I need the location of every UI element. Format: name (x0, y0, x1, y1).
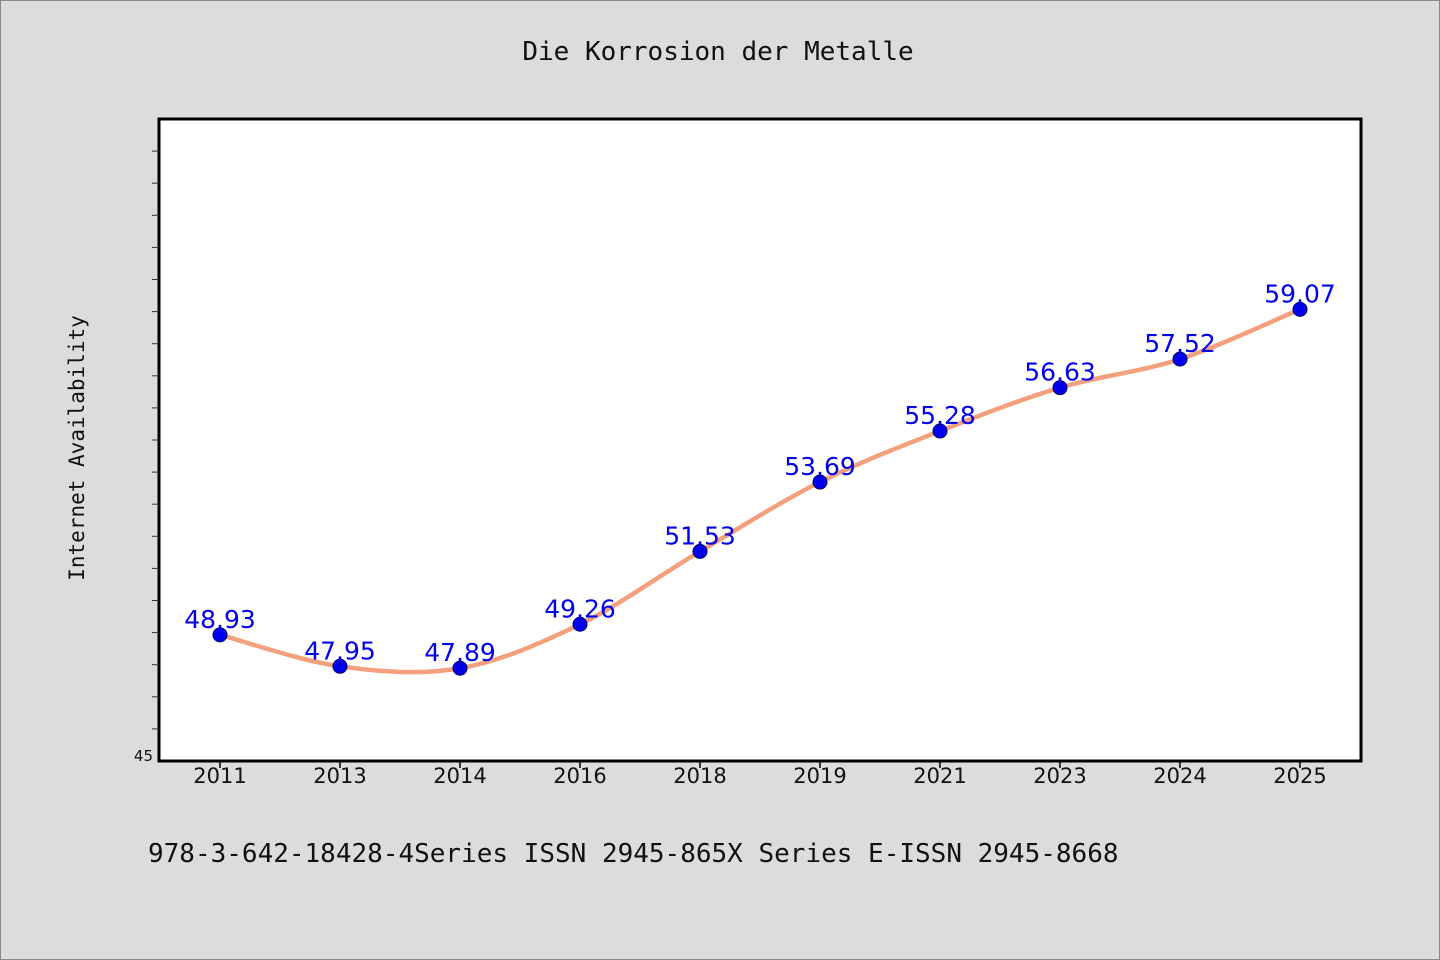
x-tick-label: 2025 (1273, 764, 1326, 788)
data-label: 47.89 (424, 638, 496, 667)
data-label: 53.69 (784, 452, 856, 481)
y-axis-label: Internet Availability (65, 315, 89, 581)
x-tick-label: 2011 (193, 764, 246, 788)
x-tick-label: 2023 (1033, 764, 1086, 788)
x-tick-label: 2014 (433, 764, 486, 788)
data-label: 49.26 (544, 594, 616, 623)
data-point (1172, 351, 1188, 367)
x-tick-label: 2018 (673, 764, 726, 788)
x-tick-label: 2013 (313, 764, 366, 788)
data-point (1292, 301, 1308, 317)
y-tick-label: 45 (134, 747, 153, 765)
data-label: 56.63 (1024, 358, 1096, 387)
series-layer: 48.93 47.95 47.89 49.26 51.53 53.69 55.28 56.63… (184, 279, 1336, 676)
footer-text: 978-3-642-18428-4Series ISSN 2945-865X S… (148, 839, 1119, 869)
x-tick-label: 2021 (913, 764, 966, 788)
x-ticks: 2011 2013 2014 2016 2018 2019 2021 2023 2024 2025 (193, 761, 1327, 788)
y-ticks: 45 (134, 747, 153, 765)
data-point (452, 660, 468, 676)
x-tick-label: 2016 (553, 764, 606, 788)
data-point (332, 658, 348, 674)
data-point (212, 627, 228, 643)
data-point (812, 474, 828, 490)
data-point (572, 616, 588, 632)
data-label: 48.93 (184, 605, 256, 634)
data-point (1052, 380, 1068, 396)
series-line (217, 307, 1303, 675)
data-label: 47.95 (304, 636, 376, 665)
data-point (692, 543, 708, 559)
data-label: 59.07 (1264, 279, 1336, 308)
x-tick-label: 2019 (793, 764, 846, 788)
x-tick-label: 2024 (1153, 764, 1206, 788)
data-label: 51.53 (664, 521, 736, 550)
plot-area (157, 117, 1363, 763)
data-label: 57.52 (1144, 329, 1216, 358)
chart-title: Die Korrosion der Metalle (522, 37, 913, 67)
y-minor-ticks (152, 150, 159, 730)
data-label: 55.28 (904, 401, 976, 430)
data-point (932, 423, 948, 439)
